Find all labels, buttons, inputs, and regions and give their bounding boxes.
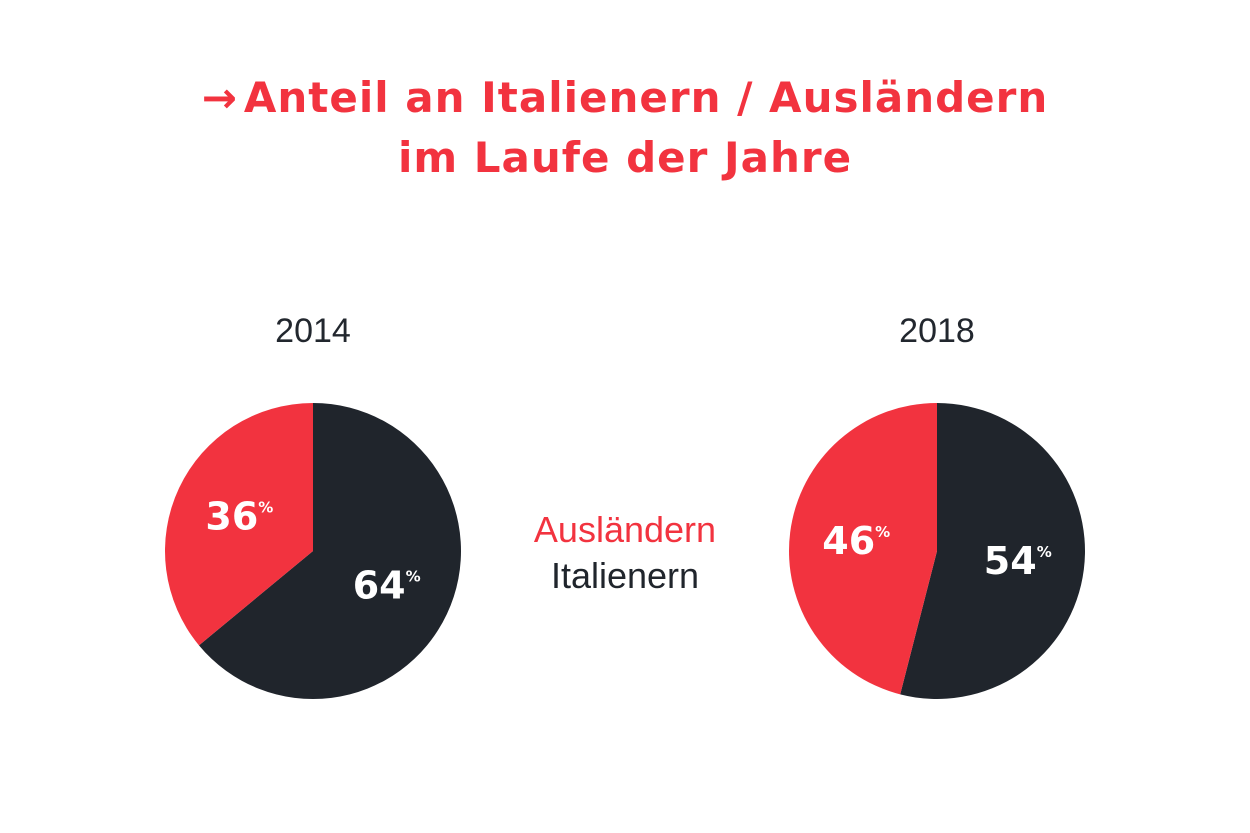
slice-label: 54% [984, 539, 1052, 583]
title-line-1-text: Anteil an Italienern / Ausländern [243, 73, 1049, 122]
slice-value: 54 [984, 539, 1037, 583]
pie-slice-ausländern [165, 403, 313, 646]
slice-value: 46 [822, 519, 875, 563]
chart-title: → Anteil an Italienern / Ausländern im La… [0, 68, 1250, 188]
title-line-2: im Laufe der Jahre [397, 133, 853, 182]
pie-slice-ausländern [789, 403, 937, 695]
slice-label: 46% [822, 519, 890, 563]
title-line-1: → Anteil an Italienern / Ausländern [0, 68, 1250, 128]
legend: Ausländern Italienern [534, 509, 716, 596]
percent-sign: % [875, 523, 890, 541]
arrow-right-icon: → [201, 73, 238, 122]
legend-item-italienern: Italienern [551, 555, 699, 596]
pie-title: 2014 [275, 312, 351, 350]
legend-item-ausländern: Ausländern [534, 509, 716, 550]
percent-sign: % [1037, 543, 1052, 561]
pie-title: 2018 [899, 312, 975, 350]
pie-slice-italienern [900, 403, 1086, 699]
percent-sign: % [406, 568, 421, 586]
pie-slice-italienern [198, 403, 461, 699]
slice-value: 64 [353, 564, 406, 608]
slice-value: 36 [205, 494, 258, 538]
slice-label: 64% [353, 564, 421, 608]
percent-sign: % [258, 498, 273, 516]
slice-label: 36% [205, 494, 273, 538]
